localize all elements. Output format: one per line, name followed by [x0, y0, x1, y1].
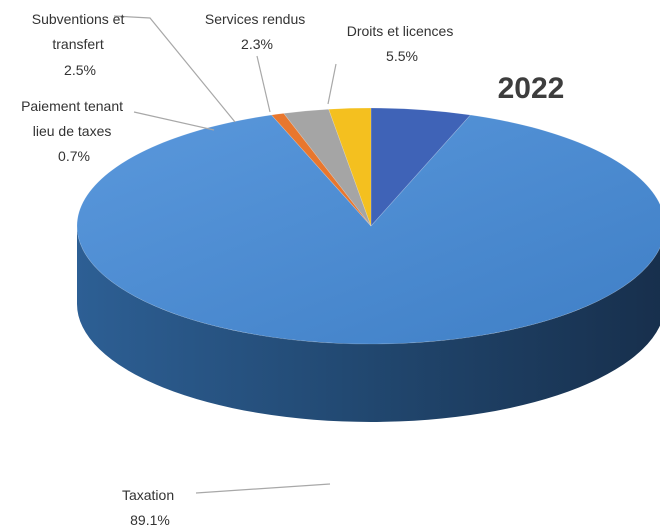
- data-label-services-rendus: Services rendus 2.3%: [205, 11, 309, 52]
- pie-side: [77, 226, 660, 422]
- pie-top: [76, 107, 660, 345]
- leader-line-services-rendus: [256, 55, 271, 113]
- pie-slice-droits-et-licences: [370, 107, 472, 227]
- chart-title: 2022: [498, 72, 565, 105]
- leader-line-paiement-tenant-lieu-de-taxes: [133, 111, 215, 131]
- data-label-droits-licences: Droits et licences 5.5%: [347, 23, 457, 64]
- leader-line-taxation: [195, 483, 331, 494]
- pie-slice-subventions-et-transfert: [283, 108, 372, 227]
- pie-slice-paiement-tenant-lieu-de-taxes: [270, 112, 372, 227]
- leader-line-droits-et-licences: [327, 63, 337, 105]
- leader-lines: [113, 15, 337, 494]
- data-label-paiement-tenant: Paiement tenant lieu de taxes 0.7%: [21, 98, 127, 164]
- leader-line-subventions-et-transfert: [113, 15, 236, 123]
- pie-slice-taxation: [76, 114, 660, 345]
- pie-slice-services-rendus: [328, 107, 372, 227]
- data-label-taxation: Taxation 89.1%: [122, 487, 178, 528]
- pie-side-taxation: [77, 226, 660, 422]
- data-label-subventions: Subventions et transfert 2.5%: [32, 11, 129, 78]
